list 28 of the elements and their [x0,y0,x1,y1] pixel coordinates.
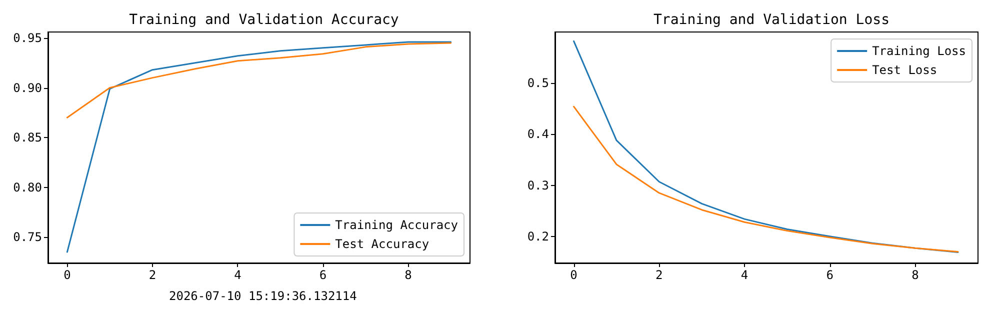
legend-label: Test Loss [872,63,938,77]
x-tick-label: 0 [570,268,578,282]
x-tick-label: 2 [148,268,156,282]
legend-label: Training Loss [872,44,966,58]
legend-label: Test Accuracy [335,237,430,251]
x-tick-label: 6 [319,268,327,282]
x-tick-label: 8 [912,268,919,282]
x-tick-label: 4 [740,268,748,282]
y-tick-label: 0.75 [13,230,42,244]
x-tick-label: 6 [826,268,834,282]
y-tick-label: 0.5 [527,76,549,90]
x-tick-label: 2 [656,268,663,282]
y-tick-label: 0.90 [13,80,42,95]
y-tick-label: 0.4 [527,127,549,142]
text: 2026-07-10 15:19:36.132114 [169,289,357,303]
line-series [573,106,959,253]
y-tick-label: 0.85 [13,130,42,145]
line-series [66,42,452,118]
y-tick-label: 0.95 [13,30,42,45]
legend-label: Training Accuracy [335,218,458,232]
x-tick-label: 4 [234,268,242,282]
chart-title: Training and Validation Loss [653,12,890,28]
x-tick-label: 0 [64,268,71,282]
y-tick-label: 0.80 [13,180,42,194]
x-tick-label: 8 [404,268,412,282]
y-tick-label: 0.2 [527,229,549,244]
chart-title: Training and Validation Accuracy [129,12,399,28]
y-tick-label: 0.3 [527,178,549,192]
